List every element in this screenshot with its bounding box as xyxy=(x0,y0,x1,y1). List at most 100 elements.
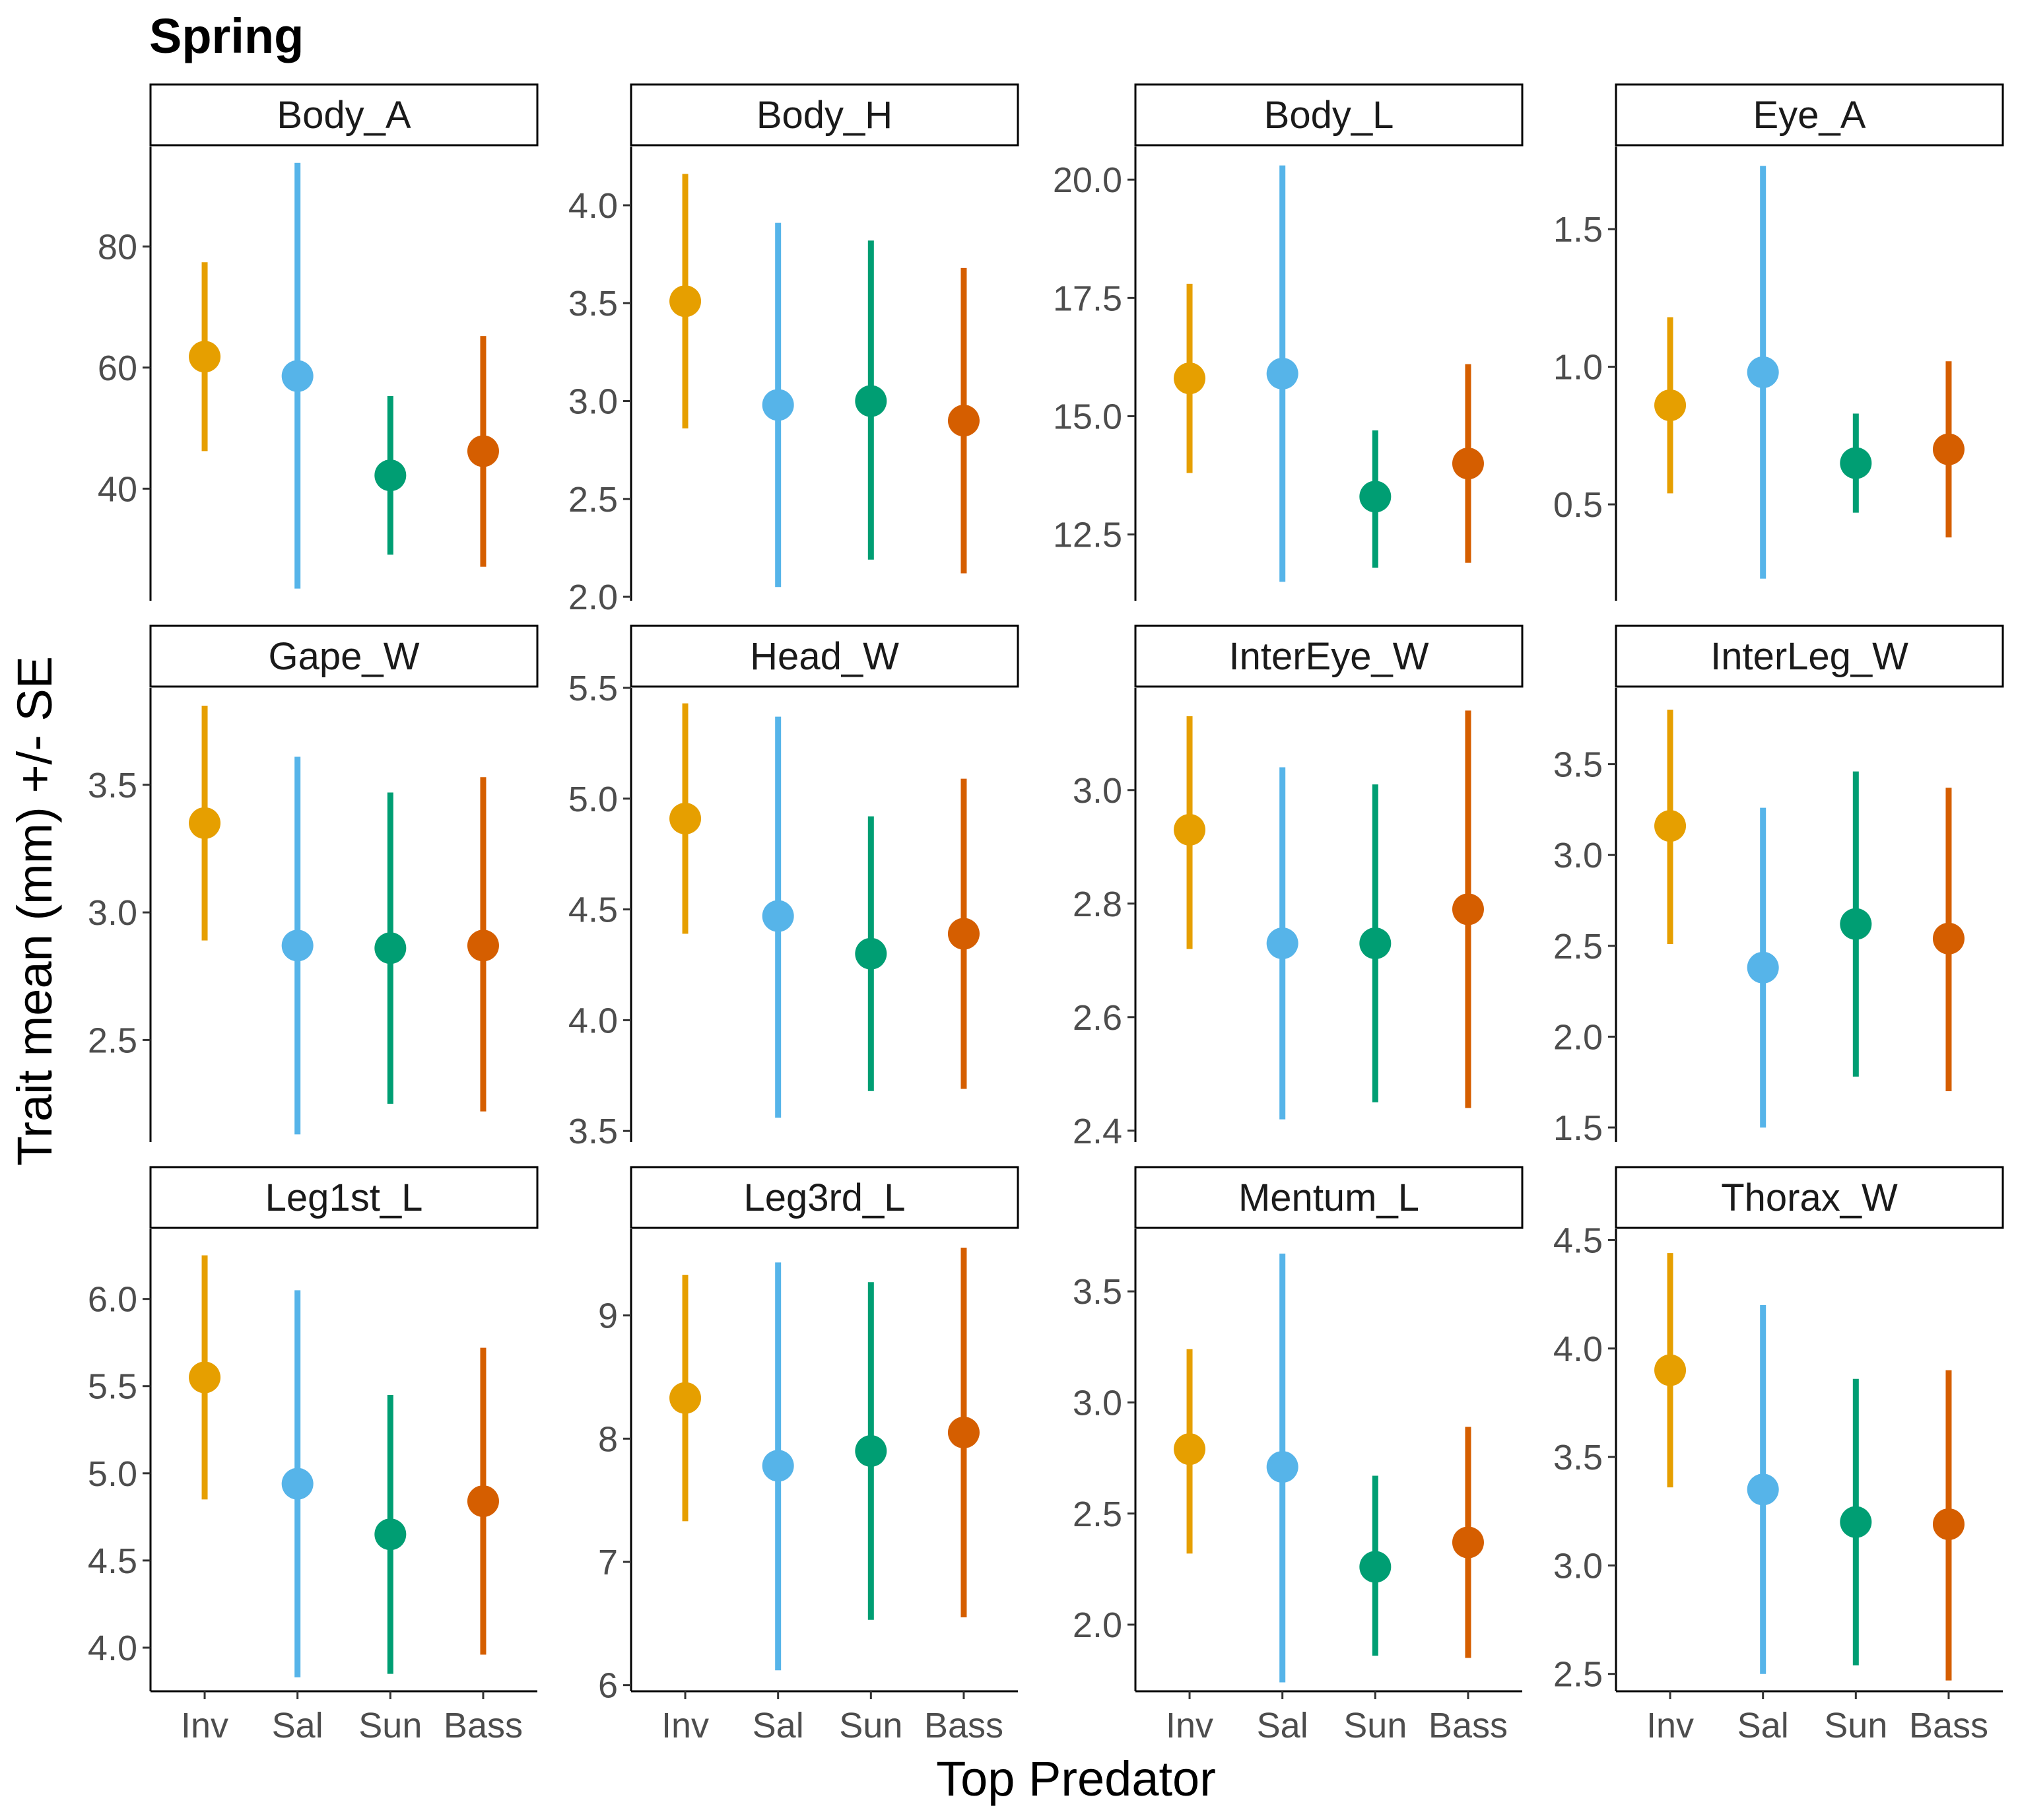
mean-point xyxy=(669,285,702,318)
y-tick-label: 4.0 xyxy=(1553,1330,1603,1369)
y-tick-label: 5.0 xyxy=(568,780,618,819)
y-tick-label: 2.0 xyxy=(1073,1605,1122,1645)
facet-strip-label: Leg1st_L xyxy=(265,1176,423,1219)
x-tick-label: Sal xyxy=(1257,1706,1308,1745)
facet-panel: Leg1st_L Inv Sal Sun Bass 4.0 4.5 5.0 5.5 6.0 xyxy=(88,1166,539,1745)
mean-point xyxy=(947,1417,980,1448)
y-tick-label: 1.5 xyxy=(1553,210,1603,250)
facet-strip xyxy=(149,1166,539,1229)
x-tick-label: Sun xyxy=(839,1706,902,1745)
y-tick-label: 3.0 xyxy=(88,893,137,933)
mean-point xyxy=(855,937,887,970)
mean-point xyxy=(374,1518,407,1551)
x-tick-label: Sal xyxy=(1737,1706,1789,1745)
y-tick-label: 6.0 xyxy=(88,1280,137,1320)
y-tick-label: 3.5 xyxy=(88,766,137,805)
y-tick-label: 40 xyxy=(98,469,137,509)
mean-point xyxy=(189,341,221,373)
x-axis-title: Top Predator xyxy=(936,1751,1216,1806)
mean-point xyxy=(467,1485,499,1518)
mean-point xyxy=(1359,1551,1392,1583)
mean-point xyxy=(1932,433,1965,465)
y-tick-label: 4.5 xyxy=(88,1541,137,1581)
facet-strip xyxy=(1615,83,2004,147)
chart-title: Spring xyxy=(149,9,304,63)
facet-strip-label: Body_L xyxy=(1264,94,1394,137)
mean-point xyxy=(1452,1526,1484,1559)
x-tick-label: Bass xyxy=(924,1706,1003,1745)
facet-strip-label: Head_W xyxy=(750,635,899,678)
y-tick-label: 2.5 xyxy=(88,1021,137,1060)
y-tick-label: 3.5 xyxy=(568,1112,618,1151)
facet-strip xyxy=(149,83,539,147)
facet-panel: InterLeg_W 1.5 2.0 2.5 3.0 3.5 xyxy=(1553,624,2004,1148)
mean-point xyxy=(1359,481,1392,513)
mean-point xyxy=(1654,389,1687,421)
y-tick-label: 15.0 xyxy=(1053,397,1122,437)
facet-strip-label: Body_A xyxy=(277,94,411,137)
mean-point xyxy=(1174,1433,1206,1466)
facet-strip-label: Leg3rd_L xyxy=(743,1176,905,1219)
y-tick-label: 4.0 xyxy=(88,1629,137,1668)
facet-strip-label: Mentum_L xyxy=(1238,1176,1419,1219)
y-tick-label: 8 xyxy=(598,1419,618,1459)
y-tick-label: 3.0 xyxy=(1073,771,1122,811)
mean-point xyxy=(1747,1473,1779,1506)
y-tick-label: 3.5 xyxy=(1553,745,1603,785)
mean-point xyxy=(669,803,702,835)
x-tick-label: Sal xyxy=(753,1706,804,1745)
facet-panel: InterEye_W 2.4 2.6 2.8 3.0 xyxy=(1073,624,1524,1151)
mean-point xyxy=(1654,810,1687,842)
y-tick-label: 5.0 xyxy=(88,1454,137,1494)
y-tick-label: 2.4 xyxy=(1073,1112,1122,1151)
x-tick-label: Inv xyxy=(1166,1706,1213,1745)
y-tick-label: 80 xyxy=(98,227,137,267)
mean-point xyxy=(1174,814,1206,846)
mean-point xyxy=(762,1450,794,1482)
facet-strip-label: Eye_A xyxy=(1753,94,1866,137)
y-tick-label: 4.5 xyxy=(568,891,618,930)
mean-point xyxy=(1932,1508,1965,1540)
mean-point xyxy=(1266,1451,1298,1483)
mean-point xyxy=(947,918,980,950)
y-tick-label: 2.0 xyxy=(1553,1017,1603,1057)
mean-point xyxy=(1174,362,1206,395)
mean-point xyxy=(281,1467,314,1500)
facet-panels: Body_A 40 60 80 Body_H 2.0 2.5 3.0 3.5 4.0 Body_L 1… xyxy=(88,83,2004,1745)
y-tick-label: 20.0 xyxy=(1053,160,1122,200)
mean-point xyxy=(281,929,314,962)
facet-strip xyxy=(630,83,1019,147)
y-tick-label: 9 xyxy=(598,1297,618,1336)
mean-point xyxy=(669,1382,702,1414)
facet-strip-label: InterLeg_W xyxy=(1710,635,1908,678)
facet-panel: Mentum_L Inv Sal Sun Bass 2.0 2.5 3.0 3.5 xyxy=(1073,1166,1524,1745)
y-tick-label: 2.8 xyxy=(1073,885,1122,924)
facet-strip xyxy=(1134,624,1524,688)
y-tick-label: 0.5 xyxy=(1553,485,1603,525)
facet-panel: Body_L 12.5 15.0 17.5 20.0 xyxy=(1053,83,1524,601)
x-tick-label: Sal xyxy=(272,1706,323,1745)
facet-strip-label: Body_H xyxy=(757,94,892,137)
y-tick-label: 2.5 xyxy=(568,480,618,520)
y-tick-label: 4.0 xyxy=(568,1001,618,1040)
y-tick-label: 4.5 xyxy=(1553,1221,1603,1260)
facet-panel: Eye_A 0.5 1.0 1.5 xyxy=(1553,83,2004,601)
mean-point xyxy=(855,385,887,417)
y-tick-label: 1.5 xyxy=(1553,1108,1603,1148)
y-tick-label: 6 xyxy=(598,1666,618,1706)
facet-strip-label: Gape_W xyxy=(269,635,420,678)
mean-point xyxy=(467,435,499,467)
mean-point xyxy=(1840,1506,1872,1538)
y-tick-label: 3.5 xyxy=(1073,1272,1122,1312)
facet-strip-label: InterEye_W xyxy=(1229,635,1429,678)
mean-point xyxy=(1359,927,1392,959)
x-tick-label: Inv xyxy=(1646,1706,1694,1745)
facet-strip xyxy=(1615,624,2004,688)
x-tick-label: Inv xyxy=(181,1706,228,1745)
mean-point xyxy=(947,405,980,437)
y-tick-label: 3.0 xyxy=(1553,836,1603,875)
facet-panel: Thorax_W Inv Sal Sun Bass 2.5 3.0 3.5 4.0 4.5 xyxy=(1553,1166,2004,1745)
mean-point xyxy=(1452,448,1484,480)
mean-point xyxy=(1452,893,1484,926)
x-tick-label: Inv xyxy=(661,1706,709,1745)
